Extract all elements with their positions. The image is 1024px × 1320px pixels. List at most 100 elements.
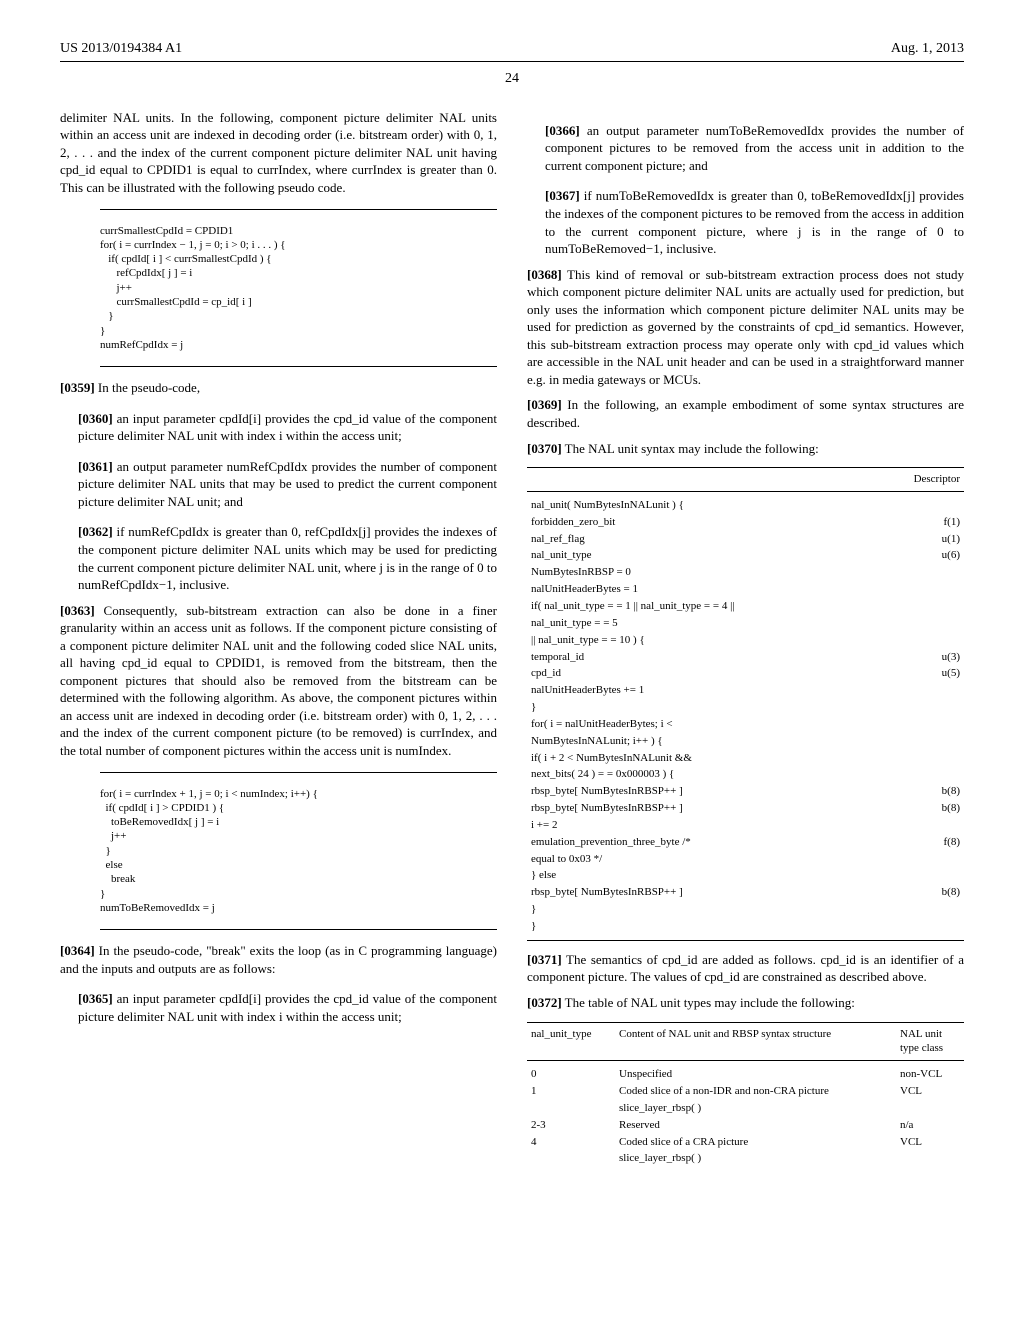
para-text: The semantics of cpd_id are added as fol… (527, 952, 964, 985)
para-number: [0361] (78, 459, 113, 474)
intro-paragraph: delimiter NAL units. In the following, c… (60, 109, 497, 197)
nal-content-cell: Unspecified (615, 1061, 896, 1083)
descriptor-cell (896, 581, 964, 598)
paragraph-0369: [0369] In the following, an example embo… (527, 396, 964, 431)
nal-class-cell (896, 1150, 964, 1167)
para-text: an input parameter cpdId[i] provides the… (78, 991, 497, 1024)
syntax-cell: nal_unit_type = = 5 (527, 615, 896, 632)
paragraph-0363: [0363] Consequently, sub-bitstream extra… (60, 602, 497, 760)
pseudocode-block-1: currSmallestCpdId = CPDID1 for( i = curr… (100, 209, 497, 368)
nal-type-cell: 0 (527, 1061, 615, 1083)
syntax-row: nal_unit_type = = 5 (527, 615, 964, 632)
syntax-row: nal_ref_flagu(1) (527, 531, 964, 548)
syntax-cell: || nal_unit_type = = 10 ) { (527, 632, 896, 649)
syntax-cell: } else (527, 867, 896, 884)
paragraph-0366: [0366] an output parameter numToBeRemove… (545, 122, 964, 175)
nal-row: 0Unspecifiednon-VCL (527, 1061, 964, 1083)
descriptor-cell (896, 867, 964, 884)
para-text: This kind of removal or sub-bitstream ex… (527, 267, 964, 387)
descriptor-col-header: Descriptor (896, 468, 964, 492)
para-number: [0362] (78, 524, 113, 539)
syntax-row: } else (527, 867, 964, 884)
class-col-header: NAL unit type class (896, 1022, 964, 1061)
nal-row: 4Coded slice of a CRA pictureVCL (527, 1134, 964, 1151)
syntax-cell: if( nal_unit_type = = 1 || nal_unit_type… (527, 598, 896, 615)
para-number: [0370] (527, 441, 562, 456)
syntax-cell: i += 2 (527, 817, 896, 834)
para-text: if numRefCpdIdx is greater than 0, refCp… (78, 524, 497, 592)
para-text: if numToBeRemovedIdx is greater than 0, … (545, 188, 964, 256)
paragraph-0362: [0362] if numRefCpdIdx is greater than 0… (78, 523, 497, 593)
nal-unit-syntax-table: Descriptor nal_unit( NumBytesInNALunit )… (527, 467, 964, 941)
descriptor-cell (896, 750, 964, 767)
descriptor-cell: b(8) (896, 884, 964, 901)
syntax-cell: } (527, 901, 896, 918)
syntax-cell: nalUnitHeaderBytes = 1 (527, 581, 896, 598)
syntax-row: nalUnitHeaderBytes += 1 (527, 682, 964, 699)
nal-type-cell: 4 (527, 1134, 615, 1151)
descriptor-cell (896, 716, 964, 733)
syntax-cell: } (527, 918, 896, 940)
syntax-cell: for( i = nalUnitHeaderBytes; i < (527, 716, 896, 733)
para-text: The table of NAL unit types may include … (562, 995, 855, 1010)
paragraph-0372: [0372] The table of NAL unit types may i… (527, 994, 964, 1012)
paragraph-0371: [0371] The semantics of cpd_id are added… (527, 951, 964, 986)
syntax-row: nal_unit( NumBytesInNALunit ) { (527, 491, 964, 513)
syntax-row: emulation_prevention_three_byte /*f(8) (527, 834, 964, 851)
descriptor-cell: u(1) (896, 531, 964, 548)
nal-content-cell: slice_layer_rbsp( ) (615, 1150, 896, 1167)
para-number: [0365] (78, 991, 113, 1006)
para-text: The NAL unit syntax may include the foll… (562, 441, 819, 456)
descriptor-cell: u(5) (896, 665, 964, 682)
syntax-cell: nal_unit( NumBytesInNALunit ) { (527, 491, 896, 513)
syntax-cell: emulation_prevention_three_byte /* (527, 834, 896, 851)
para-number: [0360] (78, 411, 113, 426)
descriptor-cell (896, 733, 964, 750)
para-text: In the pseudo-code, (95, 380, 200, 395)
paragraph-0360: [0360] an input parameter cpdId[i] provi… (78, 410, 497, 445)
syntax-cell: nalUnitHeaderBytes += 1 (527, 682, 896, 699)
descriptor-cell (896, 682, 964, 699)
left-column: delimiter NAL units. In the following, c… (60, 109, 497, 1177)
syntax-row: nalUnitHeaderBytes = 1 (527, 581, 964, 598)
syntax-row: i += 2 (527, 817, 964, 834)
descriptor-cell (896, 615, 964, 632)
nal-content-cell: Reserved (615, 1117, 896, 1134)
descriptor-cell (896, 632, 964, 649)
syntax-cell: nal_unit_type (527, 547, 896, 564)
content-col-header: Content of NAL unit and RBSP syntax stru… (615, 1022, 896, 1061)
para-number: [0363] (60, 603, 95, 618)
nal-type-cell (527, 1150, 615, 1167)
descriptor-cell: f(1) (896, 514, 964, 531)
para-number: [0359] (60, 380, 95, 395)
syntax-row: rbsp_byte[ NumBytesInRBSP++ ]b(8) (527, 800, 964, 817)
descriptor-cell (896, 766, 964, 783)
para-text: an output parameter numToBeRemovedIdx pr… (545, 123, 964, 173)
syntax-cell: cpd_id (527, 665, 896, 682)
descriptor-cell (896, 491, 964, 513)
paragraph-0370: [0370] The NAL unit syntax may include t… (527, 440, 964, 458)
descriptor-cell: b(8) (896, 800, 964, 817)
nal-row: slice_layer_rbsp( ) (527, 1100, 964, 1117)
para-number: [0367] (545, 188, 580, 203)
para-number: [0368] (527, 267, 562, 282)
syntax-row: NumBytesInRBSP = 0 (527, 564, 964, 581)
nal-table-body: 0Unspecifiednon-VCL1Coded slice of a non… (527, 1061, 964, 1168)
nal-type-cell: 1 (527, 1083, 615, 1100)
syntax-row: equal to 0x03 */ (527, 851, 964, 868)
syntax-row: next_bits( 24 ) = = 0x000003 ) { (527, 766, 964, 783)
syntax-col-header (527, 468, 896, 492)
syntax-row: NumBytesInNALunit; i++ ) { (527, 733, 964, 750)
syntax-cell: } (527, 699, 896, 716)
descriptor-cell (896, 817, 964, 834)
syntax-row: rbsp_byte[ NumBytesInRBSP++ ]b(8) (527, 884, 964, 901)
syntax-table-body: nal_unit( NumBytesInNALunit ) {forbidden… (527, 491, 964, 940)
pseudocode-block-2: for( i = currIndex + 1, j = 0; i < numIn… (100, 772, 497, 931)
syntax-row: } (527, 901, 964, 918)
nal-class-cell: n/a (896, 1117, 964, 1134)
nal-class-cell: VCL (896, 1134, 964, 1151)
syntax-row: if( nal_unit_type = = 1 || nal_unit_type… (527, 598, 964, 615)
syntax-cell: NumBytesInRBSP = 0 (527, 564, 896, 581)
nal-row: 1Coded slice of a non-IDR and non-CRA pi… (527, 1083, 964, 1100)
descriptor-cell (896, 564, 964, 581)
